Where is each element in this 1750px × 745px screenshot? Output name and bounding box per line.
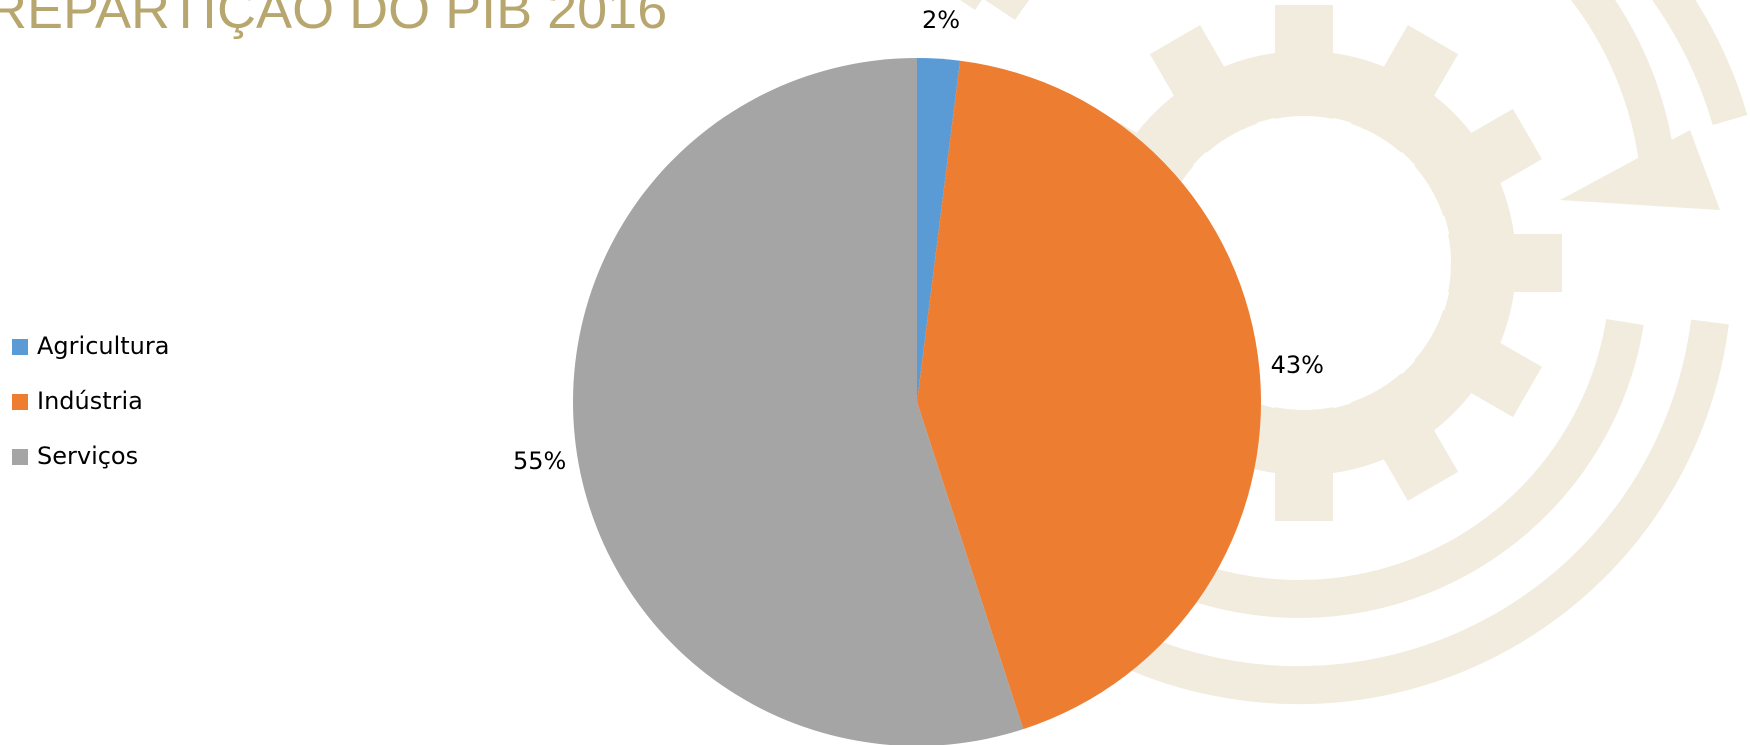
data-label: 55% bbox=[513, 447, 566, 475]
legend-swatch bbox=[12, 394, 28, 410]
legend-swatch bbox=[12, 339, 28, 355]
legend-label: Agricultura bbox=[37, 332, 169, 360]
page: REPARTIÇÃO DO PIB 2016 2% 43% 55% Agricult… bbox=[0, 0, 1750, 745]
data-label: 43% bbox=[1271, 351, 1324, 379]
chart-title: REPARTIÇÃO DO PIB 2016 bbox=[0, 0, 667, 40]
chart: REPARTIÇÃO DO PIB 2016 2% 43% 55% Agricult… bbox=[0, 0, 1750, 745]
legend-label: Serviços bbox=[37, 442, 138, 470]
legend-swatch bbox=[12, 449, 28, 465]
data-label: 2% bbox=[922, 6, 960, 34]
legend-label: Indústria bbox=[37, 387, 143, 415]
